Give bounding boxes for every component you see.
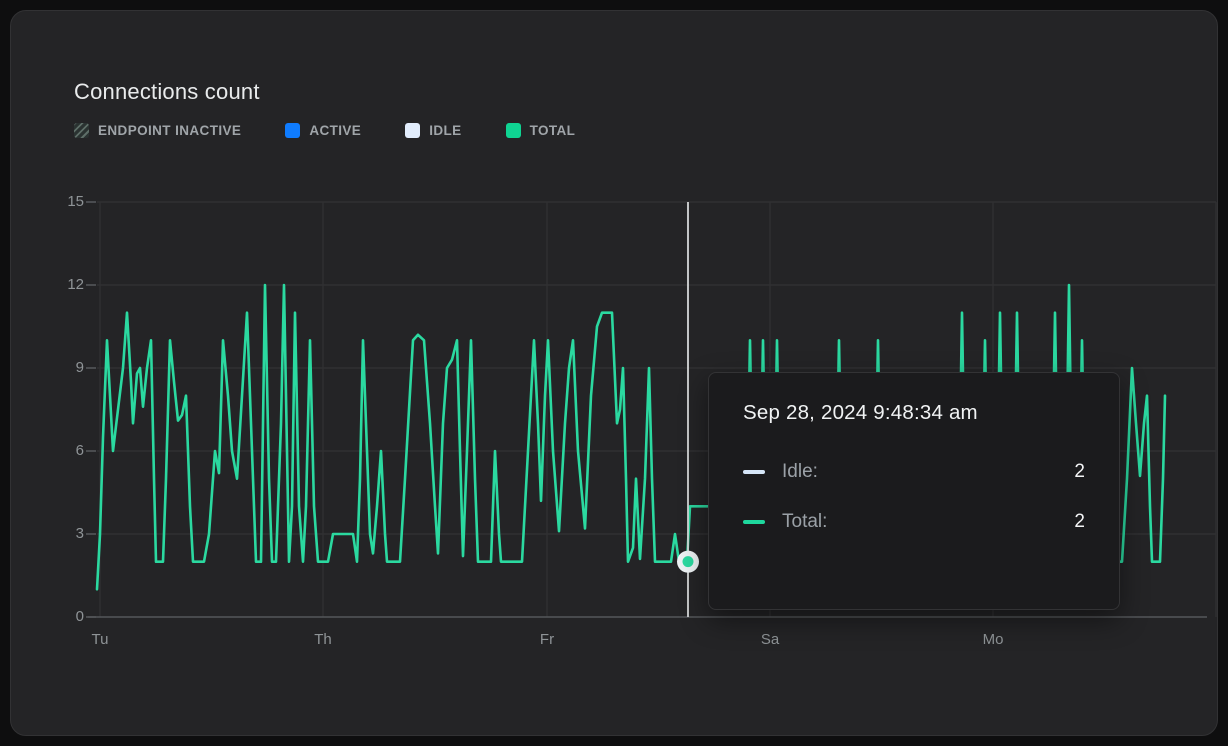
legend-item-total[interactable]: TOTAL xyxy=(505,123,576,138)
active-swatch-icon xyxy=(285,123,301,138)
idle-dash-icon xyxy=(743,470,765,474)
y-tick-label: 12 xyxy=(67,276,84,293)
y-tick-label: 15 xyxy=(67,193,84,210)
y-tick-label: 9 xyxy=(75,359,84,376)
legend-label: IDLE xyxy=(429,123,462,138)
tooltip-value: 2 xyxy=(1074,511,1085,532)
y-tick-label: 0 xyxy=(75,608,84,625)
legend-item-idle[interactable]: IDLE xyxy=(405,123,461,138)
legend-label: ACTIVE xyxy=(309,123,362,138)
x-tick-label: Th xyxy=(314,631,332,648)
legend-label: TOTAL xyxy=(529,123,576,138)
x-tick-label: Tu xyxy=(91,631,109,648)
chart-tooltip: Sep 28, 2024 9:48:34 am Idle: 2 Total: 2 xyxy=(708,372,1120,610)
x-tick-label: Sa xyxy=(760,631,780,648)
highlight-point-icon xyxy=(682,556,694,568)
tooltip-label: Idle: xyxy=(782,461,818,482)
legend-item-endpoint-inactive[interactable]: ENDPOINT INACTIVE xyxy=(74,123,241,138)
tooltip-timestamp: Sep 28, 2024 9:48:34 am xyxy=(743,401,978,424)
total-dash-icon xyxy=(743,520,765,524)
tooltip-label: Total: xyxy=(782,511,828,532)
tooltip-row-idle: Idle: 2 xyxy=(743,461,1085,483)
idle-swatch-icon xyxy=(405,123,421,138)
y-tick-label: 3 xyxy=(75,525,84,542)
x-tick-label: Mo xyxy=(982,631,1004,648)
tooltip-value: 2 xyxy=(1074,461,1085,482)
y-tick-label: 6 xyxy=(75,442,84,459)
x-tick-label: Fr xyxy=(539,631,555,648)
tooltip-row-total: Total: 2 xyxy=(743,511,1085,533)
total-swatch-icon xyxy=(505,123,521,138)
legend-label: ENDPOINT INACTIVE xyxy=(98,123,242,138)
legend-item-active[interactable]: ACTIVE xyxy=(285,123,361,138)
endpoint-inactive-swatch-icon xyxy=(74,123,89,138)
legend: ENDPOINT INACTIVE ACTIVE IDLE TOTAL xyxy=(74,123,575,138)
chart-title: Connections count xyxy=(74,79,260,104)
